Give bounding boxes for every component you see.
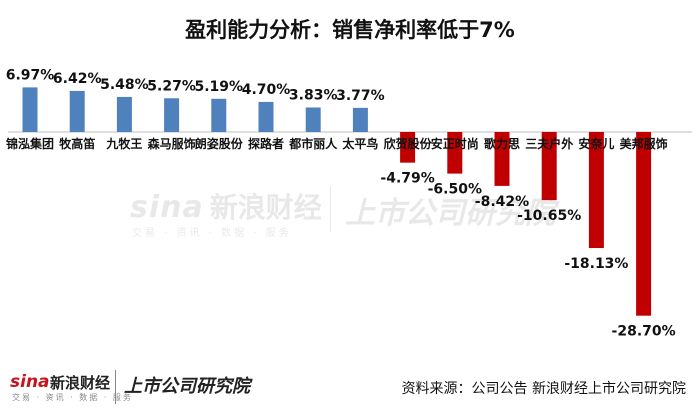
data-label-歌力思: -8.42% — [475, 194, 529, 210]
bar-朗姿股份 — [211, 98, 227, 132]
bar-九牧王 — [116, 96, 132, 132]
data-label-太平鸟: 3.77% — [336, 88, 385, 104]
category-label-安奈儿: 安奈儿 — [578, 136, 614, 151]
footer-slogan: 交易 · 资讯 · 数据 · 服务 — [12, 393, 133, 402]
bar-歌力思 — [494, 132, 510, 186]
category-label-森马服饰: 森马服饰 — [148, 136, 196, 151]
category-label-都市丽人: 都市丽人 — [288, 136, 338, 151]
bar-探路者 — [258, 101, 274, 132]
category-label-探路者: 探路者 — [248, 136, 284, 151]
data-label-牧高笛: 6.42% — [53, 71, 102, 87]
data-label-探路者: 4.70% — [242, 82, 291, 98]
footer-sina-finance: 新浪财经 — [50, 374, 111, 392]
data-label-森马服饰: 5.27% — [147, 78, 196, 94]
bar-美邦服饰 — [636, 132, 652, 316]
data-label-锦泓集团: 6.97% — [6, 67, 55, 83]
watermark-divider — [330, 186, 331, 232]
bar-欣贺股份 — [400, 132, 416, 163]
data-label-三夫户外: -10.65% — [517, 208, 581, 224]
data-label-欣贺股份: -4.79% — [380, 171, 434, 187]
category-label-歌力思: 歌力思 — [484, 136, 520, 151]
footer-institute: 上市公司研究院 — [124, 376, 250, 397]
category-label-锦泓集团: 锦泓集团 — [6, 136, 54, 151]
watermark-sina-finance: 新浪财经 — [209, 191, 322, 224]
data-label-安正时尚: -6.50% — [428, 182, 482, 198]
bar-都市丽人 — [305, 107, 321, 132]
category-label-牧高笛: 牧高笛 — [59, 136, 95, 151]
category-label-九牧王: 九牧王 — [105, 136, 142, 151]
bar-安奈儿 — [588, 132, 604, 249]
bar-太平鸟 — [352, 107, 368, 132]
bar-牧高笛 — [69, 90, 85, 132]
watermark-slogan: 交易 · 资讯 · 数据 · 服务 — [132, 228, 292, 239]
footer-divider — [115, 370, 116, 404]
watermark-institute: 上市公司研究院 — [345, 196, 555, 231]
category-label-太平鸟: 太平鸟 — [342, 136, 378, 151]
bar-安正时尚 — [447, 132, 463, 174]
category-label-三夫户外: 三夫户外 — [525, 136, 573, 151]
footer-sina-logo: sina — [10, 372, 50, 392]
category-label-欣贺股份: 欣贺股份 — [384, 136, 433, 151]
category-label-美邦服饰: 美邦服饰 — [620, 136, 668, 151]
footer-logo: sina 新浪财经 交易 · 资讯 · 数据 · 服务 上市公司研究院 — [10, 368, 250, 408]
data-label-安奈儿: -18.13% — [564, 256, 628, 272]
watermark-sina-logo: sina — [130, 190, 204, 225]
source-note: 资料来源：公司公告 新浪财经上市公司研究院 — [401, 381, 686, 397]
bar-三夫户外 — [541, 132, 557, 201]
watermark: sina 新浪财经 交易 · 资讯 · 数据 · 服务 上市公司研究院 — [130, 186, 555, 239]
data-label-九牧王: 5.48% — [100, 77, 149, 93]
chart-title: 盈利能力分析：销售净利率低于7% — [185, 18, 515, 42]
category-label-安正时尚: 安正时尚 — [431, 136, 479, 151]
category-label-朗姿股份: 朗姿股份 — [195, 136, 244, 151]
data-label-美邦服饰: -28.70% — [612, 324, 676, 340]
data-label-都市丽人: 3.83% — [289, 87, 338, 103]
bar-森马服饰 — [164, 98, 180, 132]
bar-锦泓集团 — [22, 87, 38, 132]
data-label-朗姿股份: 5.19% — [195, 79, 244, 95]
